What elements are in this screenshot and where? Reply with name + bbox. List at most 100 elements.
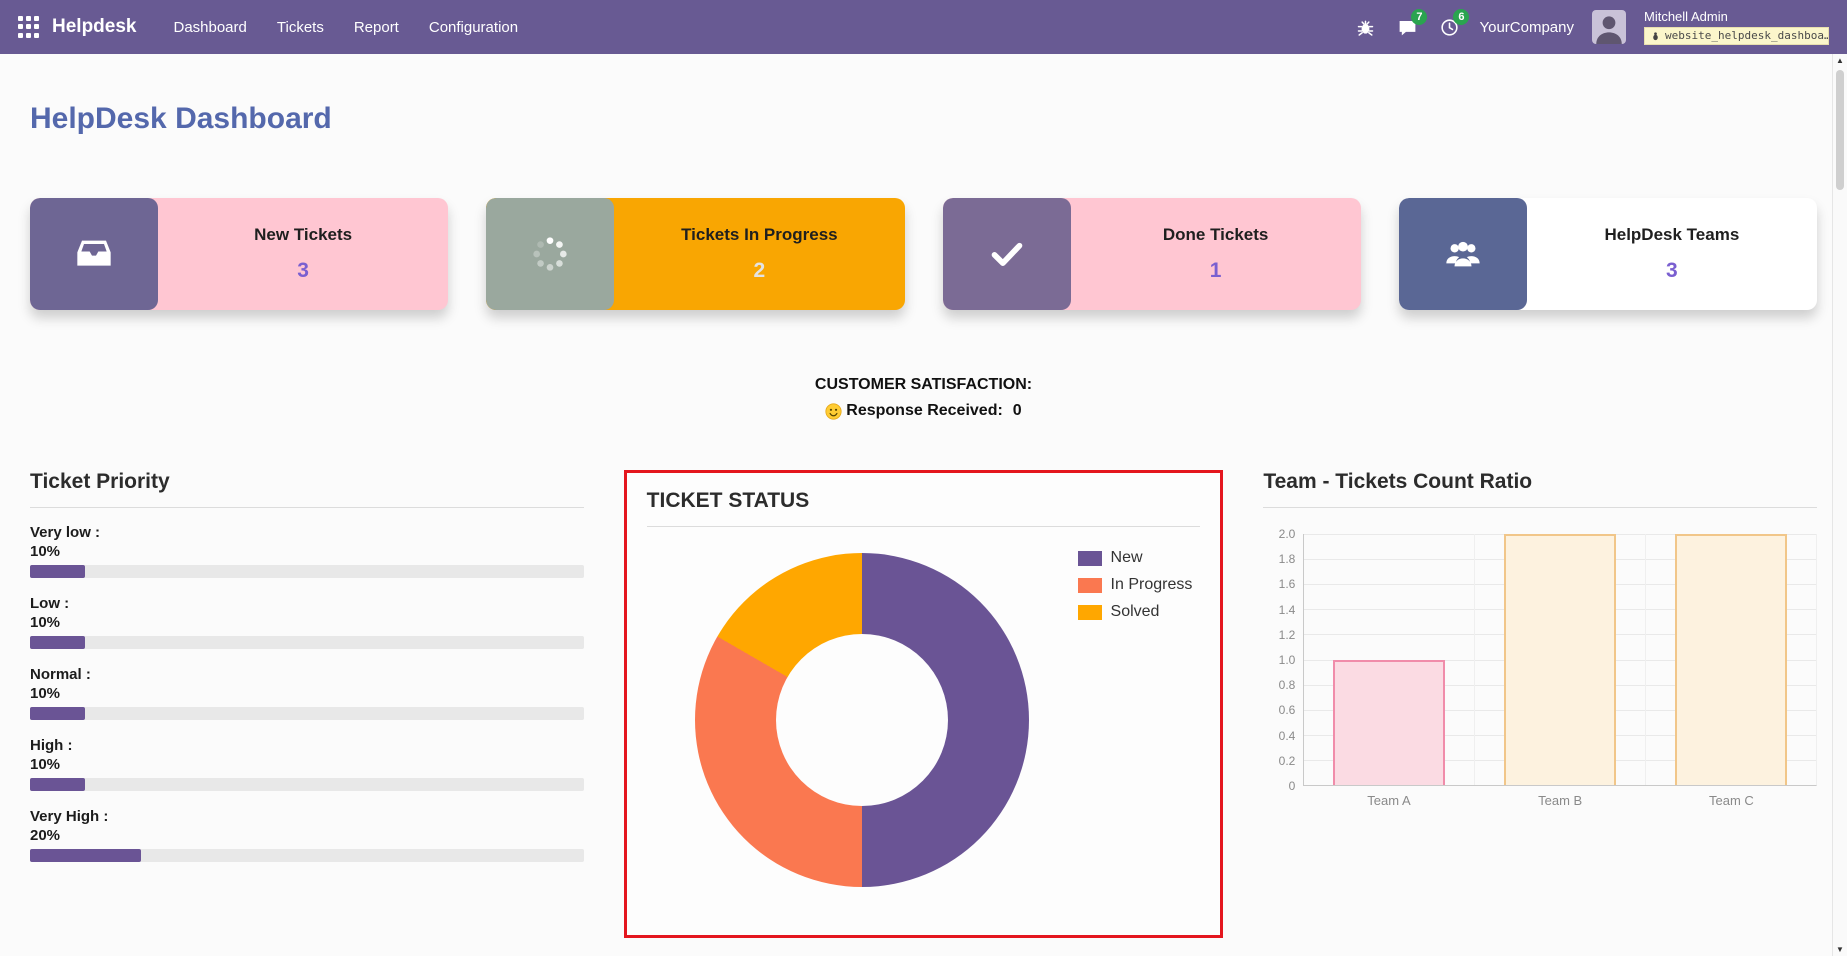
bar-column-team-a [1304,534,1474,785]
priority-percent: 10% [30,685,61,702]
priority-item-normal: Normal : 10% [30,666,584,720]
team-ratio-title: Team - Tickets Count Ratio [1263,470,1818,508]
scroll-down-arrow[interactable]: ▼ [1836,945,1844,954]
menu-report[interactable]: Report [353,18,399,36]
satisfaction-heading: CUSTOMER SATISFACTION: [814,376,1033,393]
scrollbar-thumb[interactable] [1836,70,1844,190]
kpi-card-tickets-in-progress[interactable]: Tickets In Progress 2 [486,198,905,310]
user-menu[interactable]: Mitchell Admin website_helpdesk_dashboa… [1644,9,1829,45]
ticket-priority-title: Ticket Priority [30,470,584,508]
customer-satisfaction: CUSTOMER SATISFACTION: Response Received… [30,376,1817,420]
y-tick-label: 0.4 [1278,728,1296,743]
kpi-cards-row: New Tickets 3 Tickets In Progress 2 Done… [30,198,1817,310]
team-icon [1398,198,1527,310]
kpi-value: 1 [1209,259,1222,282]
inbox-icon [30,198,158,310]
menu-tickets[interactable]: Tickets [276,18,324,36]
kpi-body: Tickets In Progress 2 [614,198,904,310]
response-label: Response Received: [846,402,1003,419]
messages-badge: 7 [1411,9,1428,25]
legend-item-solved[interactable]: Solved [1077,603,1193,621]
priority-item-very-high: Very High : 20% [30,808,584,862]
company-switcher[interactable]: YourCompany [1479,18,1574,36]
y-tick-label: 1.8 [1278,552,1296,567]
debug-bug-icon [1653,32,1658,40]
smiley-icon [825,402,842,420]
apps-menu-icon[interactable] [18,16,40,38]
y-tick-label: 0.8 [1278,678,1296,693]
priority-percent: 10% [30,756,61,773]
bar-chart-y-axis: 2.0 1.8 1.6 1.4 1.2 1.0 0.8 0.6 0.4 0.2 0 [1263,527,1303,793]
priority-bar-track [30,778,584,791]
kpi-value: 3 [297,259,309,282]
priority-label: Low : [30,595,70,612]
user-avatar[interactable] [1592,10,1626,44]
top-navbar: Helpdesk Dashboard Tickets Report Config… [0,0,1847,54]
kpi-label: Done Tickets [1162,225,1269,244]
app-brand[interactable]: Helpdesk [52,16,137,37]
x-label-team-c: Team C [1708,793,1754,808]
bar-team-b[interactable] [1504,534,1617,785]
activities-icon[interactable]: 6 [1437,9,1470,39]
spinner-icon [486,198,615,310]
ticket-status-chart-area: New In Progress Solved [647,543,1201,923]
y-tick-label: 1.6 [1278,577,1296,592]
team-ratio-bar-chart: 2.0 1.8 1.6 1.4 1.2 1.0 0.8 0.6 0.4 0.2 0 [1263,527,1818,793]
bar-column-team-b [1474,534,1645,785]
activities-badge: 6 [1453,9,1470,25]
navbar-right: 7 6 YourCompany Mitchell Admin website_h… [1353,9,1829,45]
y-tick-label: 0.6 [1278,703,1296,718]
page-title: HelpDesk Dashboard [30,102,332,135]
satisfaction-response-line: Response Received: 0 [30,402,1817,420]
priority-percent: 10% [30,543,61,560]
priority-bar-fill [30,849,141,862]
legend-label: New [1110,549,1143,566]
menu-configuration[interactable]: Configuration [428,18,519,36]
priority-item-very-low: Very low : 10% [30,524,584,578]
legend-swatch-in-progress [1077,577,1102,593]
ticket-status-panel: TICKET STATUS New In Progress [623,470,1224,938]
kpi-card-done-tickets[interactable]: Done Tickets 1 [942,198,1361,310]
priority-percent: 10% [30,614,61,631]
legend-swatch-solved [1077,604,1102,620]
ticket-status-donut[interactable] [694,553,1029,887]
debug-module-indicator: website_helpdesk_dashboa… [1644,27,1829,45]
messages-icon[interactable]: 7 [1395,9,1428,39]
kpi-card-new-tickets[interactable]: New Tickets 3 [30,198,449,310]
debug-module-text: website_helpdesk_dashboa… [1665,29,1829,43]
kpi-value: 2 [753,259,766,282]
priority-item-high: High : 10% [30,737,584,791]
scroll-up-arrow[interactable]: ▲ [1836,56,1844,65]
x-label-team-a: Team A [1367,793,1411,808]
legend-item-new[interactable]: New [1077,549,1193,567]
kpi-card-helpdesk-teams[interactable]: HelpDesk Teams 3 [1398,198,1817,310]
y-tick-label: 2.0 [1278,527,1296,541]
legend-swatch-new [1077,550,1102,566]
priority-bar-track [30,565,584,578]
y-tick-label: 1.4 [1278,602,1296,617]
vertical-scrollbar[interactable]: ▲ ▼ [1832,54,1847,956]
priority-bar-track [30,707,584,720]
bar-team-c[interactable] [1675,534,1788,785]
dashboard-content: HelpDesk Dashboard New Tickets 3 Tickets… [0,102,1847,938]
kpi-value: 3 [1666,259,1678,282]
kpi-label: New Tickets [254,225,353,244]
priority-item-low: Low : 10% [30,595,584,649]
priority-label: Very High : [30,808,109,825]
priority-label: Normal : [30,666,91,683]
priority-bar-fill [30,778,86,791]
bar-column-team-c [1645,534,1816,785]
legend-item-in-progress[interactable]: In Progress [1077,576,1192,594]
kpi-body: New Tickets 3 [158,198,448,310]
panels-row: Ticket Priority Very low : 10% Low : 10%… [30,470,1818,938]
bar-team-a[interactable] [1333,659,1446,785]
priority-percent: 20% [30,827,61,844]
donut-hole [775,634,948,806]
check-icon [942,198,1071,310]
y-tick-label: 1.2 [1278,627,1296,642]
menu-dashboard[interactable]: Dashboard [173,18,247,36]
priority-bar-fill [30,636,86,649]
bug-icon[interactable] [1353,15,1377,39]
bar-chart-plot [1303,534,1818,786]
priority-bar-fill [30,565,86,578]
